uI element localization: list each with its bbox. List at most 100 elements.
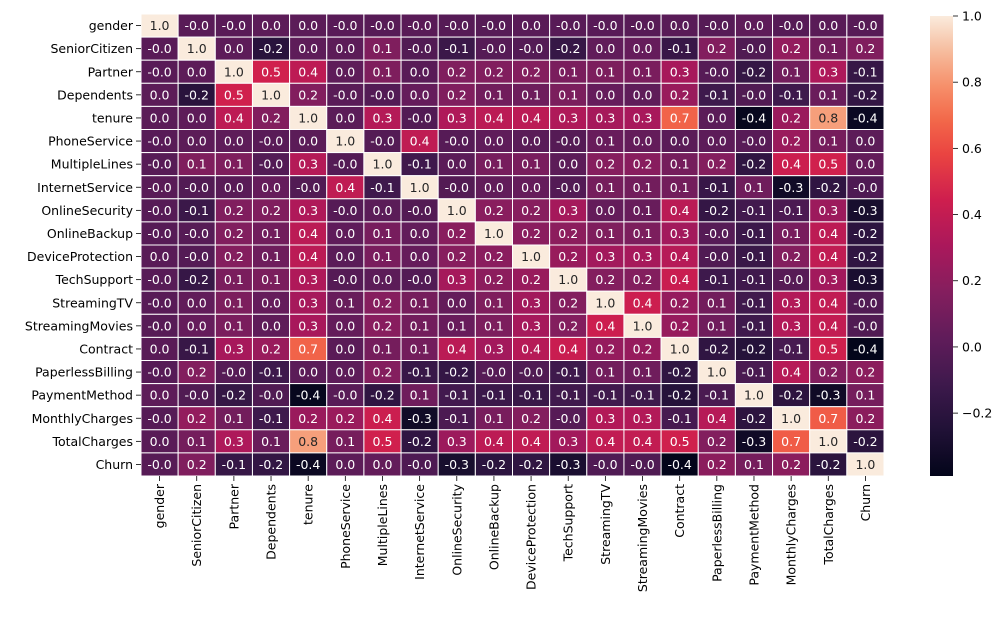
cell-annotation: -0.0 <box>333 87 357 102</box>
cell-annotation: 0.2 <box>335 411 355 426</box>
cell-annotation: -0.1 <box>407 157 431 172</box>
cell-annotation: 0.3 <box>781 318 801 333</box>
cell-annotation: 0.5 <box>670 434 690 449</box>
cell-annotation: 0.0 <box>261 318 281 333</box>
cell-annotation: -0.2 <box>222 388 246 403</box>
cell-annotation: 0.1 <box>744 457 764 472</box>
cell-annotation: 0.1 <box>521 157 541 172</box>
cell-annotation: -0.2 <box>742 411 766 426</box>
cell-annotation: 0.7 <box>298 341 318 356</box>
cell-annotation: -0.1 <box>519 388 543 403</box>
cell-annotation: 0.2 <box>484 249 504 264</box>
cell-annotation: 0.4 <box>521 341 541 356</box>
cell-annotation: 0.1 <box>224 295 244 310</box>
cell-annotation: 0.1 <box>595 365 615 380</box>
cell-annotation: -0.4 <box>853 341 877 356</box>
cell-annotation: 1.0 <box>150 18 170 33</box>
cell-annotation: 0.2 <box>595 272 615 287</box>
cell-annotation: 0.2 <box>261 110 281 125</box>
cell-annotation: 0.2 <box>373 365 393 380</box>
cell-annotation: 0.3 <box>558 203 578 218</box>
cell-annotation: 1.0 <box>187 41 207 56</box>
cell-annotation: 0.1 <box>410 318 430 333</box>
cell-annotation: -0.2 <box>185 272 209 287</box>
y-tick-label: Dependents <box>57 87 133 102</box>
x-tick-label: PaperlessBilling <box>709 484 724 582</box>
cell-annotation: 1.0 <box>781 411 801 426</box>
cell-annotation: 1.0 <box>447 203 467 218</box>
cell-annotation: 1.0 <box>410 180 430 195</box>
cell-annotation: -0.0 <box>147 457 171 472</box>
cell-annotation: 0.1 <box>595 180 615 195</box>
cell-annotation: 0.4 <box>633 434 653 449</box>
cell-annotation: 0.2 <box>298 87 318 102</box>
cell-annotation: -0.2 <box>667 365 691 380</box>
y-tick-label: Contract <box>79 341 133 356</box>
y-tick-label: InternetService <box>37 180 133 195</box>
cell-annotation: 0.2 <box>781 110 801 125</box>
x-tick-label: TechSupport <box>561 484 576 563</box>
cell-annotation: 0.0 <box>150 110 170 125</box>
cell-annotation: 0.2 <box>447 249 467 264</box>
cell-annotation: 0.1 <box>633 365 653 380</box>
cell-annotation: 0.2 <box>670 295 690 310</box>
cell-annotation: -0.0 <box>147 203 171 218</box>
cell-annotation: -0.2 <box>742 157 766 172</box>
x-tick-label: TotalCharges <box>821 484 836 566</box>
x-tick-label: OnlineSecurity <box>449 483 464 575</box>
y-tick-label: PaperlessBilling <box>35 365 133 380</box>
cell-annotation: 0.2 <box>484 203 504 218</box>
heatmap-annotations: 1.0 -0.0 -0.0 0.0 0.0 -0.0 -0.0 -0.0 -0.0 -0.0 0.0… <box>147 18 877 472</box>
cell-annotation: 0.3 <box>521 318 541 333</box>
cell-annotation: 0.1 <box>224 318 244 333</box>
cell-annotation: 0.2 <box>447 87 467 102</box>
cell-annotation: 0.3 <box>521 295 541 310</box>
cell-annotation: 0.2 <box>633 272 653 287</box>
cell-annotation: 0.0 <box>484 134 504 149</box>
cell-annotation: 0.0 <box>187 110 207 125</box>
cell-annotation: 1.0 <box>855 457 875 472</box>
cell-annotation: 0.3 <box>558 434 578 449</box>
cell-annotation: -0.0 <box>556 18 580 33</box>
x-tick-label: Dependents <box>264 484 279 560</box>
cell-annotation: -0.0 <box>407 41 431 56</box>
x-tick-label: DeviceProtection <box>524 484 539 590</box>
y-tick-label: StreamingMovies <box>25 318 133 333</box>
cell-annotation: 0.3 <box>224 341 244 356</box>
cell-annotation: 0.5 <box>818 341 838 356</box>
cell-annotation: -0.1 <box>705 388 729 403</box>
cell-annotation: 0.2 <box>855 411 875 426</box>
cell-annotation: 0.0 <box>335 41 355 56</box>
cell-annotation: 0.2 <box>224 203 244 218</box>
cell-annotation: 0.2 <box>187 365 207 380</box>
cell-annotation: 0.3 <box>298 318 318 333</box>
cell-annotation: -0.0 <box>445 134 469 149</box>
cell-annotation: 1.0 <box>373 157 393 172</box>
cell-annotation: 0.5 <box>373 434 393 449</box>
cell-annotation: 0.3 <box>595 411 615 426</box>
cell-annotation: -0.1 <box>742 249 766 264</box>
cell-annotation: 0.0 <box>261 180 281 195</box>
cell-annotation: -0.0 <box>147 41 171 56</box>
cell-annotation: -0.2 <box>853 226 877 241</box>
cell-annotation: 0.7 <box>818 411 838 426</box>
y-tick-label: SeniorCitizen <box>50 41 133 56</box>
cell-annotation: -0.3 <box>853 272 877 287</box>
cell-annotation: 0.1 <box>595 134 615 149</box>
cell-annotation: -0.3 <box>556 457 580 472</box>
cell-annotation: 0.4 <box>595 434 615 449</box>
cell-annotation: 0.4 <box>447 341 467 356</box>
cell-annotation: 0.0 <box>633 41 653 56</box>
cell-annotation: 1.0 <box>298 110 318 125</box>
cell-annotation: 0.4 <box>373 411 393 426</box>
cell-annotation: 0.4 <box>670 203 690 218</box>
cell-annotation: -0.0 <box>147 226 171 241</box>
cell-annotation: 0.4 <box>818 318 838 333</box>
cell-annotation: 0.2 <box>781 249 801 264</box>
cell-annotation: -0.0 <box>556 134 580 149</box>
cell-annotation: 0.4 <box>521 110 541 125</box>
cell-annotation: 0.1 <box>521 87 541 102</box>
cell-annotation: 0.1 <box>373 41 393 56</box>
cell-annotation: 0.1 <box>187 157 207 172</box>
